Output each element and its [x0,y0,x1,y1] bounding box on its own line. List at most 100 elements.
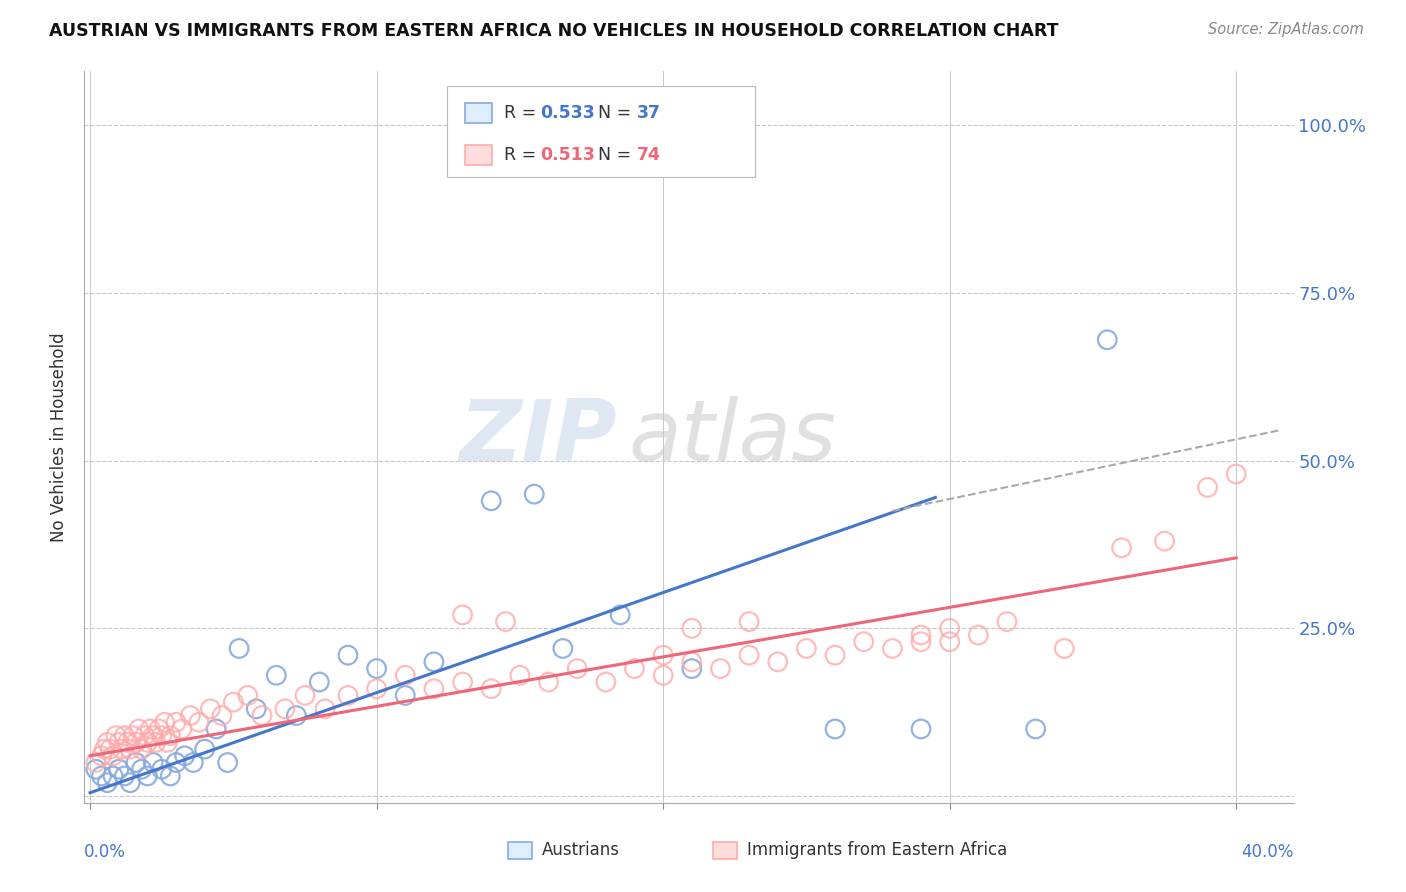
Point [101,769,124,783]
Point [107,762,129,776]
Point [236,689,259,703]
Point [681,621,703,635]
Point [139,722,162,736]
Point [294,689,316,703]
Point [217,756,239,770]
Point [148,722,170,736]
Text: 40.0%: 40.0% [1241,843,1294,861]
Point [200,702,222,716]
Point [910,634,932,648]
Point [938,621,960,635]
Text: 0.513: 0.513 [540,145,595,164]
Point [509,668,531,682]
Point [136,769,159,783]
Text: 0.0%: 0.0% [84,843,127,861]
Point [1053,641,1076,656]
Point [495,615,517,629]
Point [117,735,139,749]
Point [766,655,789,669]
Point [308,675,330,690]
Point [125,735,148,749]
Point [181,756,204,770]
Text: R =: R = [503,103,541,122]
FancyBboxPatch shape [465,145,492,165]
Point [211,708,233,723]
Point [623,662,645,676]
Point [98,742,121,756]
Point [995,615,1018,629]
Text: AUSTRIAN VS IMMIGRANTS FROM EASTERN AFRICA NO VEHICLES IN HOUSEHOLD CORRELATION : AUSTRIAN VS IMMIGRANTS FROM EASTERN AFRI… [49,22,1059,40]
Point [131,762,153,776]
Text: Austrians: Austrians [541,841,620,859]
Point [120,742,142,756]
Point [188,715,211,730]
Point [285,708,308,723]
Point [96,735,118,749]
Text: atlas: atlas [628,395,837,479]
Point [609,607,631,622]
Point [1225,467,1247,481]
FancyBboxPatch shape [713,841,737,859]
Point [159,769,181,783]
Point [205,722,228,736]
Point [738,648,761,662]
Point [738,615,761,629]
Point [165,715,187,730]
Point [394,668,416,682]
Point [245,702,267,716]
Point [131,742,153,756]
Point [451,607,474,622]
Point [170,722,193,736]
Point [173,748,195,763]
Text: R =: R = [503,145,541,164]
Point [852,634,875,648]
Point [122,729,145,743]
Text: 0.533: 0.533 [540,103,595,122]
Point [551,641,574,656]
Point [114,769,136,783]
Point [93,742,115,756]
Point [101,748,124,763]
Point [250,708,273,723]
FancyBboxPatch shape [465,103,492,123]
Point [366,681,388,696]
Point [179,708,201,723]
Point [681,655,703,669]
Point [110,742,132,756]
Point [523,487,546,501]
Point [128,722,150,736]
Point [796,641,818,656]
Point [1111,541,1133,555]
Text: N =: N = [599,145,637,164]
Point [882,641,904,656]
Y-axis label: No Vehicles in Household: No Vehicles in Household [51,332,69,542]
Point [910,628,932,642]
Point [222,695,245,709]
Point [479,681,502,696]
Point [423,655,446,669]
Point [228,641,250,656]
Point [681,662,703,676]
Point [90,748,112,763]
Point [142,729,165,743]
Text: ZIP: ZIP [458,395,616,479]
Point [824,722,846,736]
Point [537,675,560,690]
Text: 37: 37 [637,103,661,122]
Point [652,648,675,662]
Point [423,681,446,696]
Point [595,675,617,690]
Text: Source: ZipAtlas.com: Source: ZipAtlas.com [1208,22,1364,37]
Text: N =: N = [599,103,637,122]
Point [336,689,359,703]
Point [96,775,118,789]
Point [159,729,181,743]
Point [938,634,960,648]
Point [150,729,173,743]
Point [1153,534,1175,549]
Point [104,729,127,743]
Point [709,662,731,676]
Point [314,702,336,716]
Point [274,702,297,716]
Point [824,648,846,662]
